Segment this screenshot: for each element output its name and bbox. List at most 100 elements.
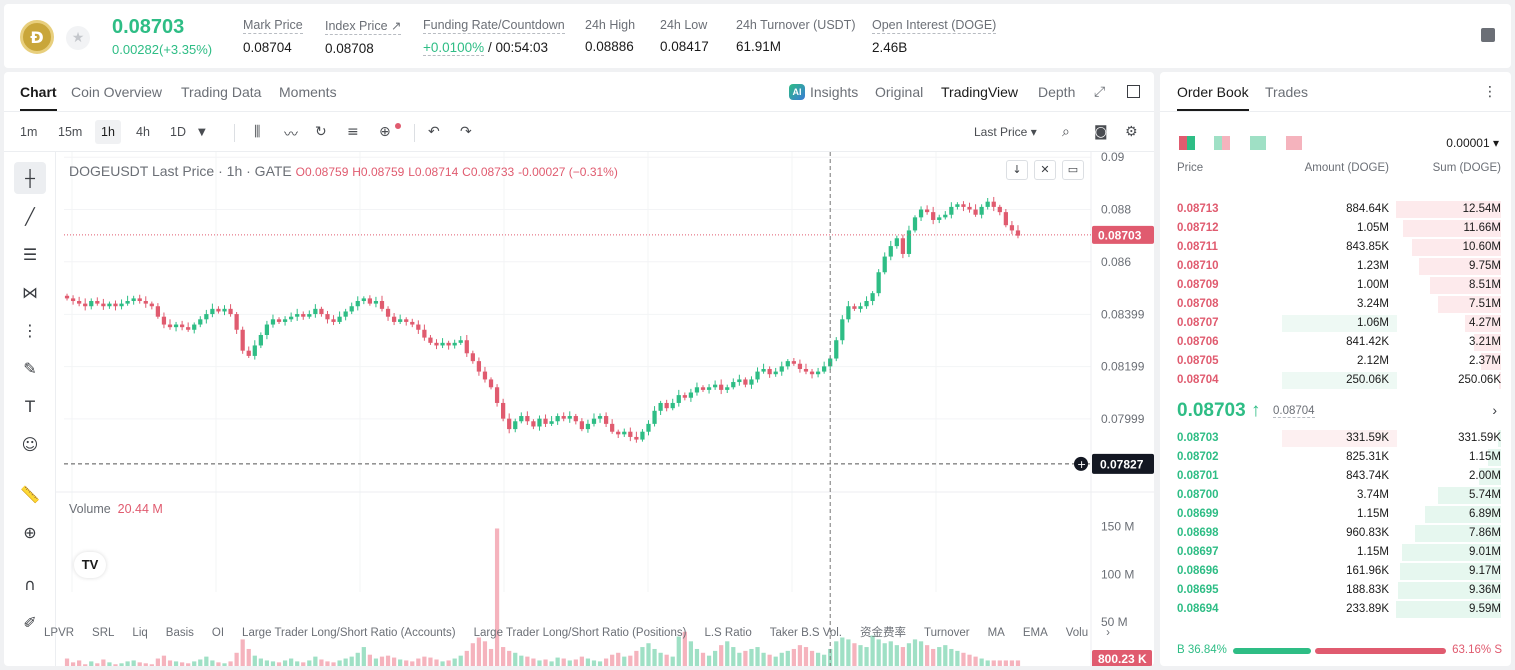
indicator-item[interactable]: EMA <box>1022 627 1048 639</box>
fullscreen-icon[interactable]: ⤢ <box>1094 84 1106 100</box>
timeframe-15m[interactable]: 15m <box>58 125 83 139</box>
indicator-item[interactable]: Large Trader Long/Short Ratio (Accounts) <box>242 627 456 639</box>
indicator-item[interactable]: Basis <box>165 627 194 639</box>
bid-row[interactable]: 0.08702 825.31K 1.15M <box>1160 448 1511 467</box>
indicator-item[interactable]: Volu <box>1065 627 1089 639</box>
indicator-item[interactable]: OI <box>211 627 225 639</box>
price-source-select[interactable]: Last Price ▾ <box>974 125 1037 139</box>
tab-moments[interactable]: Moments <box>279 84 337 100</box>
ruler-icon[interactable]: 📏 <box>20 484 40 504</box>
favorite-star-icon[interactable]: ★ <box>66 26 90 50</box>
tab-original[interactable]: Original <box>875 84 924 100</box>
window-icon[interactable] <box>1127 85 1140 98</box>
scroll-to-latest-icon[interactable]: ↓ <box>1006 160 1028 180</box>
maximize-icon[interactable]: ▭ <box>1062 160 1084 180</box>
bid-row[interactable]: 0.08699 1.15M 6.89M <box>1160 505 1511 524</box>
pattern-icon[interactable]: ⋈ <box>22 282 38 302</box>
ask-row[interactable]: 0.08708 3.24M 7.51M <box>1160 295 1511 314</box>
tab-trades[interactable]: Trades <box>1265 84 1309 100</box>
candle-body <box>458 340 463 343</box>
tab-tradingview[interactable]: TradingView <box>941 84 1019 100</box>
indicator-item[interactable]: Turnover <box>923 627 970 639</box>
indicator-item[interactable]: Liq <box>132 627 148 639</box>
indicator-item[interactable]: Large Trader Long/Short Ratio (Positions… <box>473 627 687 639</box>
search-icon[interactable]: ⌕ <box>1062 124 1070 140</box>
indicator-item[interactable]: L.S Ratio <box>704 627 752 639</box>
ask-row[interactable]: 0.08712 1.05M 11.66M <box>1160 219 1511 238</box>
tab-insights[interactable]: Insights <box>810 84 859 100</box>
chevron-right-icon[interactable]: › <box>1492 402 1497 418</box>
stat-funding-rate[interactable]: Funding Rate/Countdown +0.0100% / 00:54:… <box>423 18 565 56</box>
tab-order-book[interactable]: Order Book <box>1177 84 1249 111</box>
stat-mark-price[interactable]: Mark Price 0.08704 <box>243 18 303 55</box>
bid-row[interactable]: 0.08698 960.83K 7.86M <box>1160 524 1511 543</box>
candle-type-icon[interactable]: ⫼ <box>254 124 261 140</box>
tab-trading-data[interactable]: Trading Data <box>181 84 262 100</box>
timeframe-1m[interactable]: 1m <box>20 125 38 139</box>
stat-index-price[interactable]: Index Price ↗ 0.08708 <box>325 19 402 56</box>
tab-coin-overview[interactable]: Coin Overview <box>71 84 163 100</box>
volume-bar <box>264 660 270 666</box>
ask-row[interactable]: 0.08709 1.00M 8.51M <box>1160 276 1511 295</box>
timeframe-4h[interactable]: 4h <box>136 125 150 139</box>
indicator-item[interactable]: SRL <box>92 627 115 639</box>
emoji-icon[interactable]: ☺ <box>21 434 39 454</box>
indicator-chevron-icon[interactable]: › <box>1106 627 1110 639</box>
pencil-lock-icon[interactable]: ✐ <box>23 612 37 632</box>
ask-row[interactable]: 0.08705 2.12M 2.37M <box>1160 352 1511 371</box>
bid-row[interactable]: 0.08703 331.59K 331.59K <box>1160 429 1511 448</box>
tab-depth[interactable]: Depth <box>1038 84 1076 100</box>
camera-icon[interactable]: ◙ <box>1094 124 1108 140</box>
view-bids-asks-icon[interactable] <box>1214 136 1230 150</box>
view-asks-icon[interactable] <box>1286 136 1302 150</box>
volume-bar <box>513 652 518 666</box>
precision-select[interactable]: 0.00001 ▾ <box>1446 136 1499 150</box>
tab-chart[interactable]: Chart <box>20 84 57 111</box>
ask-row[interactable]: 0.08707 1.06M 4.27M <box>1160 314 1511 333</box>
view-both-icon[interactable] <box>1179 136 1195 150</box>
buy-ratio: B 36.84% <box>1177 644 1227 656</box>
bid-row[interactable]: 0.08695 188.83K 9.36M <box>1160 581 1511 600</box>
indicators-icon[interactable]: 〰 <box>284 127 298 143</box>
magnet-icon[interactable]: ∩ <box>24 574 36 594</box>
templates-icon[interactable]: ≡ <box>347 124 359 140</box>
more-menu-icon[interactable]: ⋮ <box>1483 84 1497 100</box>
ask-row[interactable]: 0.08713 884.64K 12.54M <box>1160 200 1511 219</box>
volume-bar <box>70 662 76 666</box>
candle-body <box>815 371 821 375</box>
fib-icon[interactable]: ⋮ <box>22 320 38 340</box>
indicator-item[interactable]: 资金费率 <box>859 627 906 639</box>
document-icon[interactable] <box>1481 28 1495 42</box>
text-tool-icon[interactable]: T <box>25 396 35 416</box>
indicator-item[interactable]: MA <box>987 627 1005 639</box>
trendline-icon[interactable]: ╱ <box>25 206 35 226</box>
ask-row[interactable]: 0.08711 843.85K 10.60M <box>1160 238 1511 257</box>
settings-gear-icon[interactable]: ⚙ <box>1125 124 1138 140</box>
ask-row[interactable]: 0.08710 1.23M 9.75M <box>1160 257 1511 276</box>
indicator-item[interactable]: Taker B.S Vol. <box>769 627 842 639</box>
timeframe-1d[interactable]: 1D <box>170 125 186 139</box>
add-alert-icon[interactable]: ⊕ <box>379 124 391 140</box>
bid-row[interactable]: 0.08696 161.96K 9.17M <box>1160 562 1511 581</box>
ask-row[interactable]: 0.08706 841.42K 3.21M <box>1160 333 1511 352</box>
brush-icon[interactable]: ✎ <box>23 358 37 378</box>
bid-row[interactable]: 0.08701 843.74K 2.00M <box>1160 467 1511 486</box>
indicator-item[interactable]: LPVR <box>44 627 75 639</box>
timeframe-1h[interactable]: 1h <box>95 120 121 144</box>
horizontal-lines-icon[interactable]: ☰ <box>22 244 38 264</box>
stat-open-interest[interactable]: Open Interest (DOGE) 2.46B <box>872 18 997 55</box>
ask-row[interactable]: 0.08704 250.06K 250.06K <box>1160 371 1511 390</box>
bid-row[interactable]: 0.08697 1.15M 9.01M <box>1160 543 1511 562</box>
bid-row[interactable]: 0.08694 233.89K 9.59M <box>1160 600 1511 619</box>
undo-icon[interactable]: ↶ <box>428 124 440 140</box>
price-chart[interactable]: 0.09 0.088 0.086 0.08399 0.08199 0.07999 0.087… <box>56 152 1154 666</box>
view-bids-icon[interactable] <box>1250 136 1266 150</box>
zoom-icon[interactable]: ⊕ <box>23 522 37 542</box>
collapse-icon[interactable]: ✕ <box>1034 160 1056 180</box>
timeframe-dropdown-icon[interactable]: ▼ <box>198 127 206 138</box>
redo-icon[interactable]: ↷ <box>460 124 472 140</box>
replay-icon[interactable]: ↻ <box>315 124 327 140</box>
bid-row[interactable]: 0.08700 3.74M 5.74M <box>1160 486 1511 505</box>
candle-body <box>167 324 173 328</box>
crosshair-icon[interactable]: ┼ <box>14 162 46 194</box>
